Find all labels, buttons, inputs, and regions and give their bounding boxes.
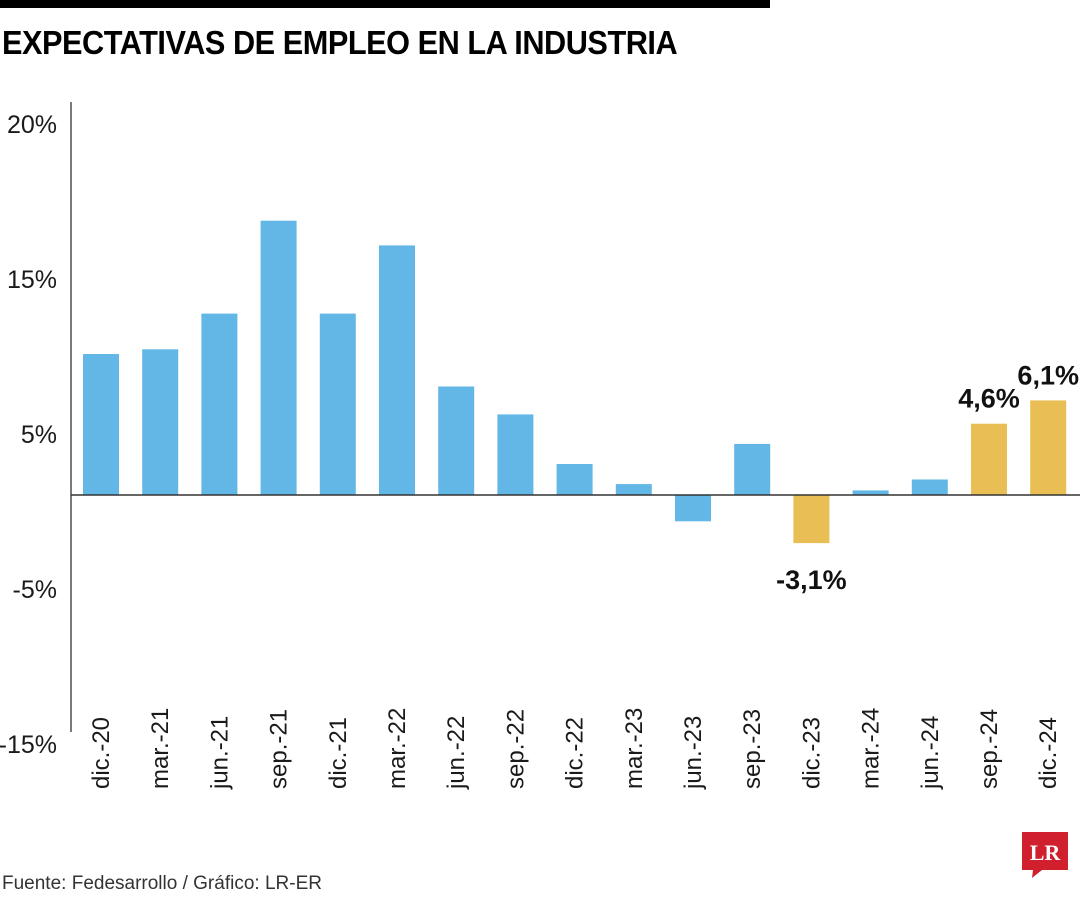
y-tick-label: -5% (13, 576, 57, 604)
x-tick-label: mar.-22 (384, 708, 411, 789)
bar-sep-22 (497, 414, 534, 495)
x-tick-label: dic.-21 (325, 717, 352, 789)
bar-sep-24 (971, 423, 1007, 495)
logo-text: LR (1030, 840, 1062, 865)
x-tick-label: dic.-24 (1035, 717, 1062, 789)
bar-dic-22 (556, 464, 593, 495)
bar-sep-21 (260, 220, 297, 495)
bar-mar-24 (852, 490, 889, 495)
x-tick-label: dic.-20 (88, 717, 115, 789)
top-rule (0, 0, 770, 8)
bar-dic-23 (793, 495, 830, 544)
x-tick-label: jun.-24 (917, 716, 944, 790)
x-tick-label: jun.-22 (443, 716, 470, 790)
x-tick-label: jun.-23 (680, 716, 707, 790)
bar-dic-24 (1030, 400, 1067, 495)
x-tick-label: dic.-23 (798, 717, 825, 789)
x-tick-label: sep.-21 (266, 709, 293, 789)
x-tick-label: mar.-24 (858, 708, 885, 789)
data-label: 6,1% (1017, 360, 1079, 390)
bar-jun-24 (911, 479, 948, 495)
x-axis-ticks: dic.-20 mar.-21 jun.-21 sep.-21 dic.-21 mar.-… (88, 708, 1062, 790)
x-tick-label: mar.-21 (147, 708, 174, 789)
bar-jun-23 (675, 495, 711, 522)
x-tick-label: dic.-22 (562, 717, 589, 789)
bar-dic-20 (83, 354, 119, 495)
bar-mar-23 (615, 484, 652, 495)
source-note: Fuente: Fedesarrollo / Gráfico: LR-ER (2, 873, 322, 894)
y-tick-label: 15% (7, 266, 57, 294)
x-tick-label: sep.-23 (739, 709, 766, 789)
bar-mar-21 (142, 349, 179, 495)
x-tick-label: sep.-24 (976, 709, 1003, 789)
x-tick-label: jun.-21 (206, 716, 233, 790)
bar-jun-21 (201, 313, 238, 495)
y-tick-label: -15% (0, 731, 57, 759)
data-labels: -3,1% 4,6%6,1% (776, 360, 1079, 595)
y-tick-label: 20% (7, 111, 57, 139)
bar-jun-22 (438, 386, 475, 495)
lr-logo-icon: LR (1022, 832, 1068, 878)
bar-sep-23 (734, 443, 771, 495)
y-axis-ticks: 20% 15% 5% -5% -15% (0, 111, 57, 759)
chart-title: EXPECTATIVAS DE EMPLEO EN LA INDUSTRIA (2, 24, 678, 61)
bar-dic-21 (319, 313, 356, 495)
data-label: -3,1% (776, 565, 847, 595)
x-tick-label: mar.-23 (621, 708, 648, 789)
bar-mar-22 (379, 245, 415, 495)
data-label: 4,6% (958, 384, 1020, 414)
bars (83, 220, 1067, 544)
y-tick-label: 5% (21, 421, 57, 449)
x-tick-label: sep.-22 (502, 709, 529, 789)
